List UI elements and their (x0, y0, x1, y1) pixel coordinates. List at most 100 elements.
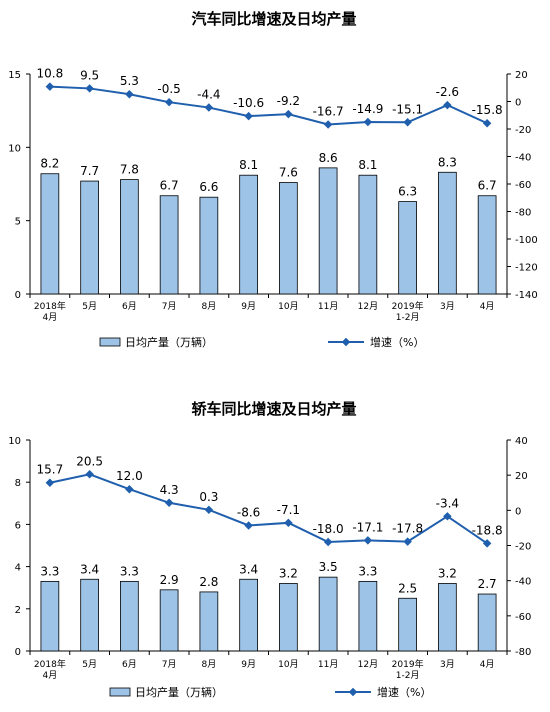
right-axis-tick-label: 0 (515, 506, 521, 517)
x-tick-label: 3月 (440, 659, 455, 670)
left-axis-tick-label: 4 (15, 563, 21, 574)
x-tick-label: 2019年 1-2月 (392, 658, 424, 681)
line-point (45, 478, 55, 487)
line-point (164, 97, 174, 107)
line-value-label: 12.0 (116, 469, 143, 483)
bar-value-label: 3.2 (279, 566, 298, 580)
bar (40, 173, 60, 295)
bar (358, 580, 378, 652)
x-tick-label: 4月 (480, 659, 495, 670)
right-axis-tick-label: 40 (515, 436, 528, 447)
line-value-label: -8.6 (237, 505, 260, 519)
bar (120, 179, 139, 295)
bar-value-label: 6.6 (199, 180, 218, 194)
line-value-label: -17.1 (352, 520, 383, 534)
right-axis-tick-label: -120 (515, 263, 538, 274)
right-axis-tick-label: -80 (515, 208, 531, 219)
right-axis-tick-label: -60 (515, 612, 531, 623)
bar (438, 583, 457, 652)
bar-value-label: 2.8 (199, 575, 218, 589)
bar-value-label: 8.1 (239, 158, 258, 172)
bar-value-label: 8.6 (319, 151, 338, 165)
legend-bar-swatch (109, 687, 131, 697)
x-tick-label: 7月 (162, 659, 177, 670)
bar (159, 195, 179, 295)
legend-bar-label: 日均产量（万辆） (125, 335, 213, 349)
line-point (443, 512, 452, 521)
bar-value-label: 3.4 (239, 562, 258, 576)
bar-value-label: 7.6 (279, 166, 298, 180)
line-point (85, 84, 94, 93)
left-axis-tick-label: 10 (8, 436, 21, 447)
line-point (125, 484, 134, 494)
line-point (204, 103, 214, 112)
bar (477, 195, 497, 295)
sedan-chart: 轿车同比增速及日均产量 0 2 4 6 8 10 40 20 0 -20 -40 -60 -80 2018… (8, 400, 531, 699)
x-tick-label: 8月 (202, 301, 217, 312)
line-value-label: 0.3 (199, 490, 218, 504)
line-value-label: -15.1 (392, 102, 423, 116)
left-axis-tick-label: 15 (8, 70, 21, 81)
bar-value-label: 2.7 (478, 577, 497, 591)
right-axis-tick-label: -80 (515, 647, 531, 658)
right-axis-tick-label: -60 (515, 180, 531, 191)
line-point (482, 118, 492, 128)
right-axis-tick-label: -40 (515, 153, 531, 164)
bar (80, 180, 99, 295)
x-tick-label: 2018年 4月 (34, 300, 66, 323)
line-point (45, 82, 55, 91)
x-tick-label: 10月 (278, 659, 298, 670)
bar (239, 174, 258, 295)
left-axis-tick-label: 6 (15, 520, 21, 531)
x-tick-label: 5月 (82, 301, 97, 312)
bar (358, 174, 378, 295)
left-axis-tick-label: 2 (15, 605, 21, 616)
bar-value-label: 8.3 (438, 155, 457, 169)
line-point (403, 537, 412, 546)
line-point (323, 120, 333, 129)
bar (159, 589, 179, 652)
legend-bar-label: 日均产量（万辆） (135, 685, 223, 699)
line-value-label: 5.3 (120, 74, 139, 88)
line-point (482, 539, 492, 548)
x-tick-label: 12月 (358, 301, 378, 312)
bar-value-label: 7.8 (120, 163, 139, 177)
line-value-label: -2.6 (436, 85, 459, 99)
bar (40, 580, 60, 652)
left-axis-tick-label: 10 (8, 143, 21, 154)
bar (398, 597, 417, 652)
bar-value-label: 6.7 (160, 179, 179, 193)
line-value-label: -4.4 (197, 88, 220, 102)
x-tick-label: 6月 (122, 659, 137, 670)
bar-value-label: 6.3 (398, 185, 417, 199)
bar-value-label: 8.2 (40, 157, 59, 171)
bar-value-label: 7.7 (80, 164, 99, 178)
right-axis-tick-label: -20 (515, 542, 531, 553)
line-point (443, 100, 452, 110)
x-tick-label: 6月 (122, 301, 137, 312)
line-point (284, 518, 293, 528)
line-value-label: 4.3 (160, 483, 179, 497)
bar (279, 182, 298, 295)
line-value-label: -7.1 (277, 503, 300, 517)
line-value-label: -15.8 (472, 103, 503, 117)
line-value-label: 20.5 (76, 454, 103, 468)
line-point (363, 117, 373, 127)
right-axis-tick-label: 0 (515, 98, 521, 109)
bar (477, 593, 497, 652)
bar (120, 580, 139, 652)
bar-value-label: 3.3 (40, 564, 59, 578)
bar (279, 583, 298, 652)
bar (80, 578, 99, 652)
bar (398, 201, 417, 295)
left-axis-tick-label: 0 (15, 290, 21, 301)
x-tick-label: 2019年 1-2月 (392, 300, 424, 323)
line-point (284, 109, 293, 119)
right-axis-tick-label: 20 (515, 70, 528, 81)
x-tick-label: 5月 (82, 659, 97, 670)
right-axis-tick-label: -100 (515, 235, 538, 246)
right-axis-tick-label: 20 (515, 471, 528, 482)
bar-value-label: 6.7 (478, 179, 497, 193)
bar (199, 196, 219, 295)
x-tick-label: 9月 (241, 659, 256, 670)
